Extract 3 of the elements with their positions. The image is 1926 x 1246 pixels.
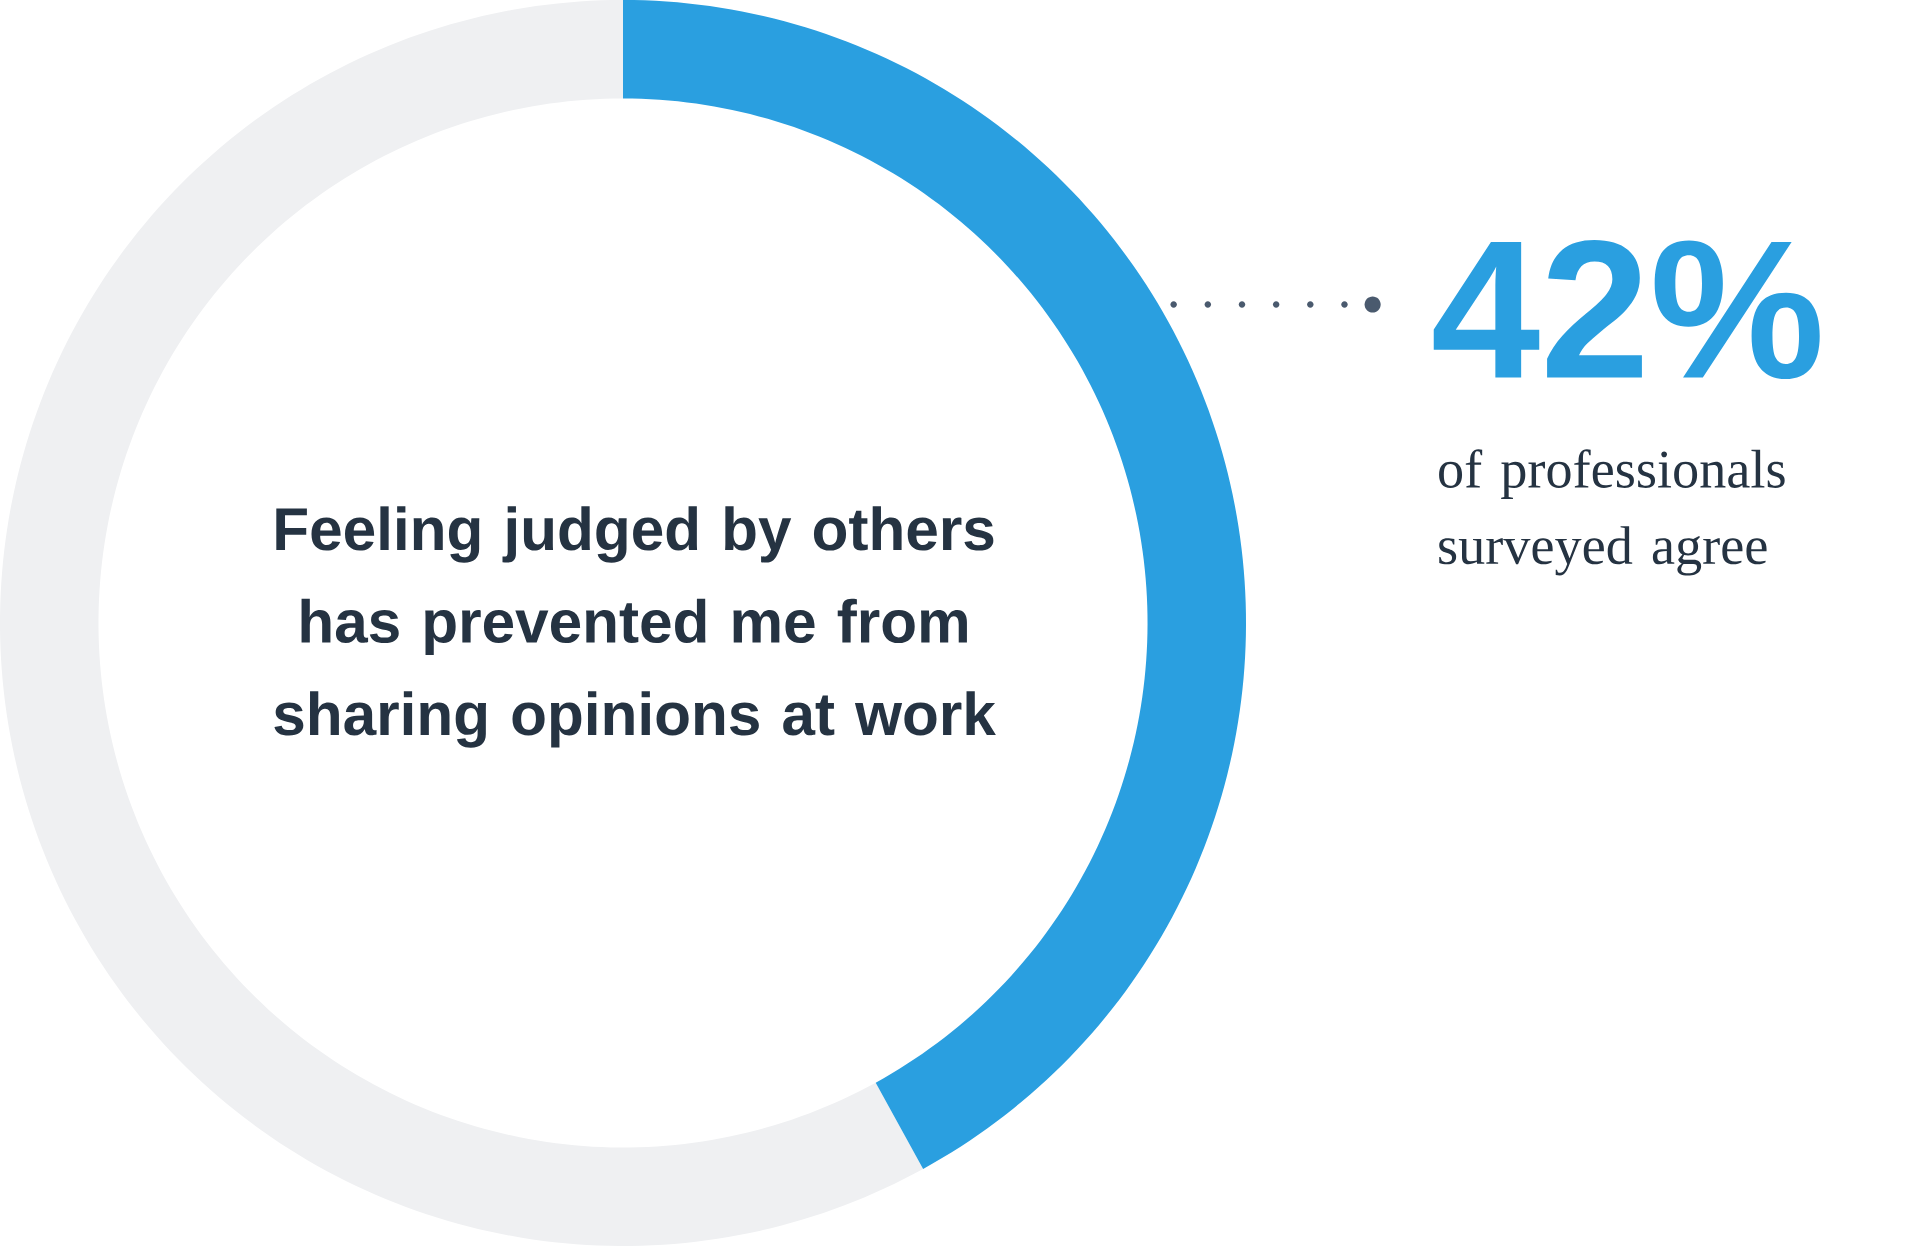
- text: of professionals surveyed agree: [1439, 449, 1785, 576]
- data-label: 42%: [1433, 239, 1820, 380]
- text: Feeling judged by others has prevented me from sharing opinions at work: [274, 506, 996, 748]
